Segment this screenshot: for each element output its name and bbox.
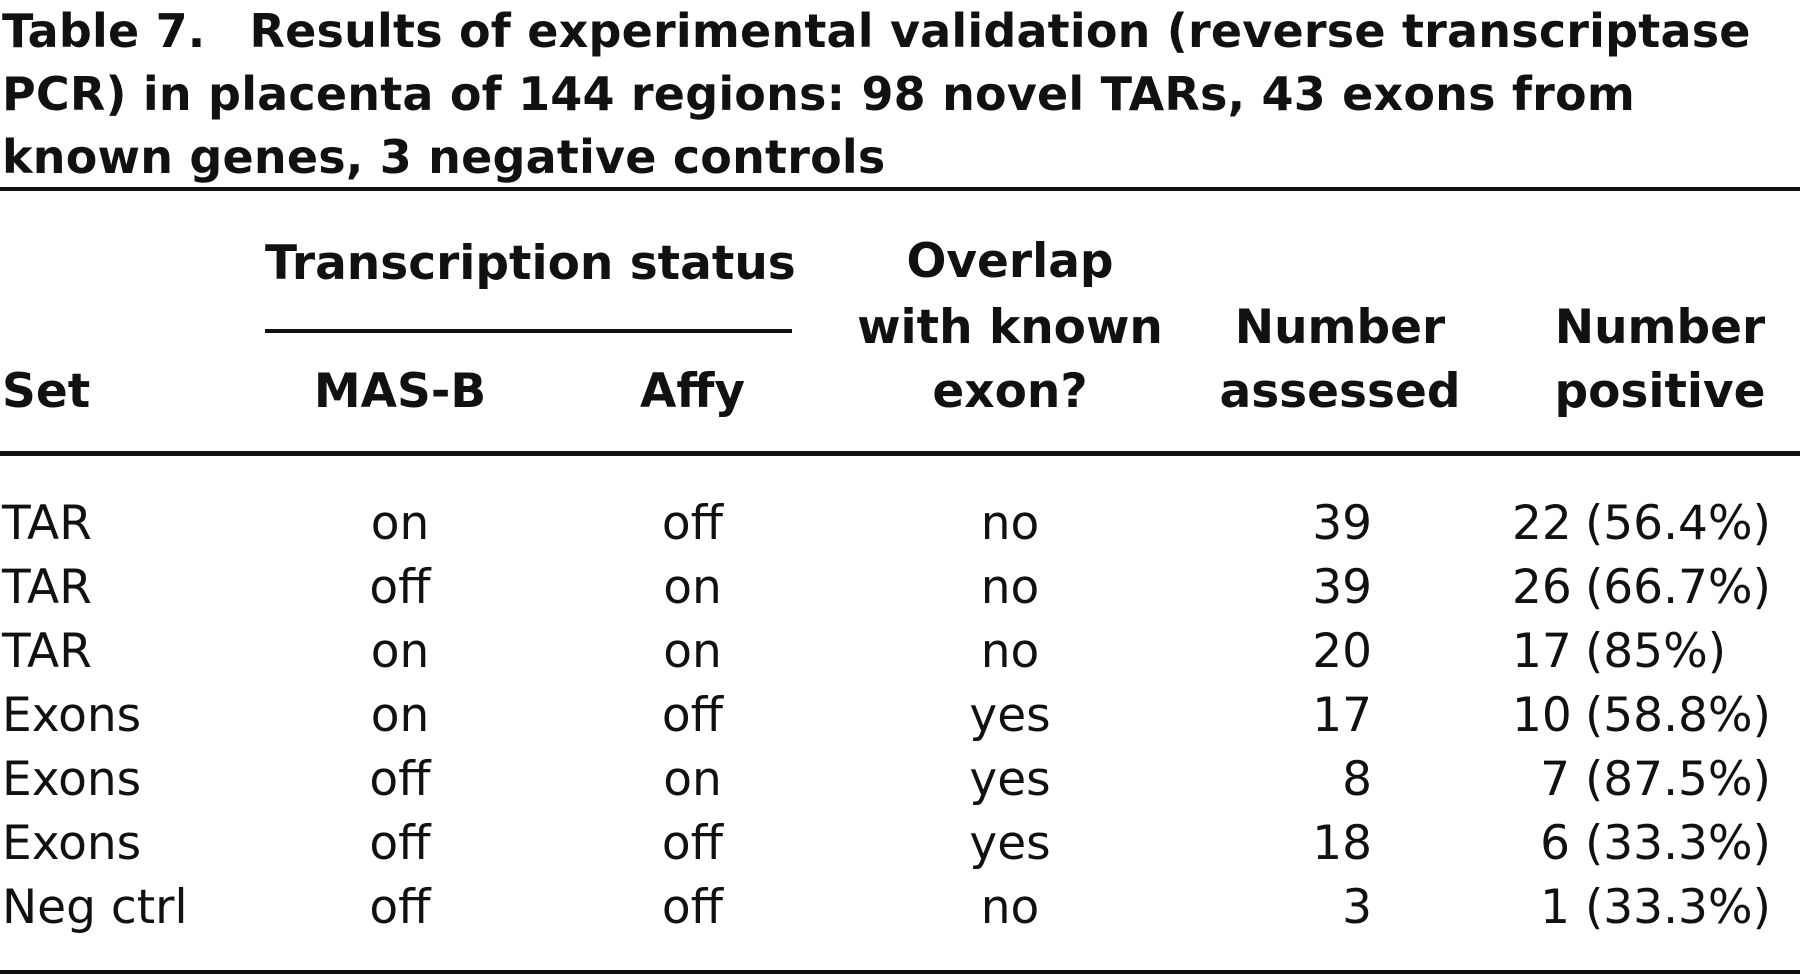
bottom-rule [0, 970, 1800, 974]
cell-overlap: no [980, 560, 1040, 615]
top-rule [0, 187, 1800, 191]
header-bottom-rule [0, 451, 1800, 456]
cell-assessed: 39 [1312, 496, 1372, 551]
cell-positive: 7 (87.5%) [1540, 752, 1771, 807]
cell-mas-b: off [369, 752, 431, 807]
cell-overlap: yes [969, 816, 1051, 871]
cell-assessed: 8 [1342, 752, 1372, 807]
cell-mas-b: off [369, 880, 431, 935]
caption-label: Table 7. [2, 4, 206, 58]
cell-assessed: 39 [1312, 560, 1372, 615]
cell-set: TAR [2, 560, 92, 615]
cell-mas-b: off [369, 816, 431, 871]
header-overlap-line1: Overlap [906, 234, 1114, 289]
header-transcription-status: Transcription status [265, 236, 796, 291]
cell-set: Exons [2, 752, 142, 807]
cell-set: Neg ctrl [2, 880, 188, 935]
cell-overlap: yes [969, 688, 1051, 743]
header-overlap-line2: with known [857, 300, 1163, 355]
cell-overlap: no [980, 496, 1040, 551]
cell-assessed: 18 [1312, 816, 1372, 871]
header-span-rule [265, 329, 792, 333]
cell-mas-b: off [369, 560, 431, 615]
cell-set: Exons [2, 688, 142, 743]
cell-affy: off [661, 688, 724, 743]
header-assessed-line2: assessed [1219, 364, 1461, 419]
cell-mas-b: on [370, 624, 430, 679]
header-positive-line2: positive [1554, 364, 1766, 419]
cell-affy: off [661, 880, 724, 935]
table-caption: Table 7. Results of experimental validati… [2, 0, 1798, 189]
cell-assessed: 20 [1312, 624, 1372, 679]
cell-affy: off [661, 816, 724, 871]
header-set: Set [2, 364, 91, 419]
cell-set: TAR [2, 624, 92, 679]
caption-text: Results of experimental validation (reve… [2, 4, 1751, 184]
header-positive-line1: Number [1554, 300, 1766, 355]
cell-overlap: no [980, 880, 1040, 935]
cell-positive: 17 (85%) [1512, 624, 1727, 679]
cell-overlap: no [980, 624, 1040, 679]
cell-affy: off [661, 496, 724, 551]
cell-assessed: 17 [1312, 688, 1372, 743]
header-assessed-line1: Number [1234, 300, 1446, 355]
cell-positive: 10 (58.8%) [1512, 688, 1771, 743]
cell-affy: on [663, 752, 722, 807]
cell-mas-b: on [370, 688, 430, 743]
cell-positive: 1 (33.3%) [1540, 880, 1771, 935]
cell-overlap: yes [969, 752, 1051, 807]
cell-assessed: 3 [1342, 880, 1372, 935]
cell-mas-b: on [370, 496, 430, 551]
cell-set: Exons [2, 816, 142, 871]
cell-positive: 6 (33.3%) [1540, 816, 1771, 871]
cell-positive: 26 (66.7%) [1512, 560, 1771, 615]
cell-affy: on [663, 624, 722, 679]
cell-affy: on [663, 560, 722, 615]
header-overlap-line3: exon? [932, 364, 1088, 419]
header-mas-b: MAS-B [313, 364, 487, 419]
cell-set: TAR [2, 496, 92, 551]
cell-positive: 22 (56.4%) [1512, 496, 1771, 551]
header-affy: Affy [639, 364, 746, 419]
